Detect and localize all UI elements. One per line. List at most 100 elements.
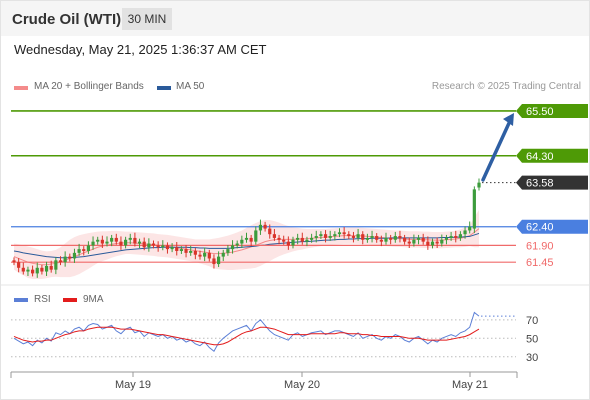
last-price-tag	[516, 175, 588, 190]
candle-body	[100, 239, 104, 244]
last-price-label: 63.58	[526, 178, 554, 190]
candle-body	[286, 241, 290, 246]
candle-body	[277, 237, 281, 240]
candle-body	[156, 245, 160, 248]
rsi-tick-label: 50	[526, 333, 538, 345]
candle-body	[207, 252, 211, 259]
candle-body	[170, 247, 174, 250]
candle-body	[416, 237, 421, 240]
projection-arrow	[481, 119, 512, 182]
candle-body	[403, 237, 407, 242]
candle-body	[128, 237, 132, 240]
copyright-notice: Research © 2025 Trading Central	[431, 81, 581, 92]
candle-body	[12, 260, 16, 263]
rsi-legend-label: RSI	[34, 294, 51, 305]
bollinger-legend-label: MA 20 + Bollinger Bands	[34, 81, 144, 92]
candle-body	[40, 267, 44, 272]
candle-body	[26, 269, 30, 272]
rsi-tick-label: 70	[526, 315, 538, 327]
candle-body	[333, 234, 337, 237]
level-tag-resistance	[516, 148, 588, 163]
candle-body	[147, 243, 151, 248]
candle-body	[119, 241, 123, 246]
candle-body	[175, 247, 179, 251]
candle-body	[151, 243, 156, 246]
candle-body	[105, 241, 109, 244]
candle-body	[300, 237, 304, 242]
candle-body	[323, 234, 328, 238]
candle-body	[63, 256, 67, 263]
candle-body	[328, 236, 332, 238]
candle-body	[407, 241, 411, 244]
candle-body	[258, 224, 263, 231]
candle-body	[347, 234, 351, 237]
candle-body	[351, 236, 356, 238]
candle-body	[31, 269, 35, 274]
bollinger-band	[14, 209, 479, 279]
rsi-legend-swatch	[14, 298, 28, 302]
x-tick-label: May 19	[115, 379, 151, 391]
level-label-support: 61.90	[526, 240, 554, 252]
level-tag-resistance	[516, 103, 588, 118]
ma50-legend-label: MA 50	[176, 81, 205, 92]
x-tick-label: May 21	[452, 379, 488, 391]
candle-body	[133, 237, 137, 244]
bollinger-legend-swatch	[14, 86, 28, 90]
candle-body	[244, 237, 249, 240]
candle-body	[477, 182, 481, 188]
candle-body	[472, 189, 476, 229]
candle-body	[389, 237, 393, 240]
timeframe-button[interactable]: 30 MIN	[122, 8, 172, 30]
candle-body	[142, 241, 146, 248]
candle-body	[58, 260, 63, 263]
candle-body	[49, 265, 53, 270]
candle-body	[421, 237, 425, 242]
candle-body	[254, 230, 258, 242]
candle-body	[444, 237, 449, 240]
candle-body	[193, 250, 197, 255]
candle-body	[240, 239, 244, 244]
candle-body	[291, 239, 295, 246]
candle-body	[235, 243, 239, 246]
candle-body	[124, 239, 128, 246]
candle-body	[463, 230, 467, 235]
level-tag-pivot	[516, 219, 588, 234]
candle-body	[384, 237, 388, 242]
candle-body	[35, 267, 39, 274]
projection-arrowhead	[503, 112, 514, 126]
candle-body	[319, 234, 323, 237]
level-label-resistance: 65.50	[526, 106, 554, 118]
candle-body	[96, 239, 100, 242]
candle-body	[44, 265, 49, 272]
candle-body	[268, 228, 272, 235]
ma20-line	[13, 228, 480, 266]
candle-body	[189, 250, 193, 253]
instrument-title: Crude Oil (WTI)	[12, 11, 122, 28]
candle-body	[282, 239, 286, 242]
candle-body	[305, 239, 309, 242]
candle-body	[365, 237, 369, 240]
candle-body	[68, 256, 72, 259]
rsi-ma-legend-swatch	[63, 298, 77, 302]
candle-body	[72, 252, 77, 259]
candle-body	[426, 241, 430, 246]
candle-body	[86, 245, 90, 251]
candle-body	[212, 258, 216, 265]
candle-body	[217, 256, 221, 265]
candle-body	[398, 236, 402, 238]
header-bar: Crude Oil (WTI) 30 MIN	[1, 1, 589, 36]
rsi-ma-legend-label: 9MA	[83, 294, 104, 305]
candle-body	[230, 245, 235, 250]
candle-body	[221, 252, 225, 257]
ma50-legend-swatch	[157, 86, 171, 90]
candle-body	[184, 249, 188, 253]
candle-body	[54, 260, 58, 270]
candle-body	[314, 236, 318, 238]
candle-body	[356, 234, 360, 238]
candle-body	[393, 236, 397, 240]
candle-body	[468, 226, 472, 231]
candle-body	[165, 245, 170, 250]
candle-body	[110, 237, 114, 242]
candle-body	[296, 237, 300, 240]
